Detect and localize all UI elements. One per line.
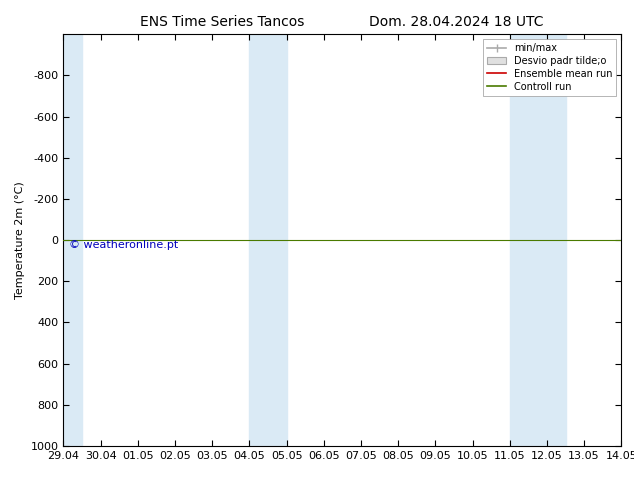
Bar	[510, 34, 566, 446]
Y-axis label: Temperature 2m (°C): Temperature 2m (°C)	[15, 181, 25, 299]
Bar	[63, 34, 82, 446]
Text: Dom. 28.04.2024 18 UTC: Dom. 28.04.2024 18 UTC	[369, 15, 544, 29]
Text: © weatheronline.pt: © weatheronline.pt	[69, 240, 178, 250]
Text: ENS Time Series Tancos: ENS Time Series Tancos	[139, 15, 304, 29]
Bar	[249, 34, 287, 446]
Legend: min/max, Desvio padr tilde;o, Ensemble mean run, Controll run: min/max, Desvio padr tilde;o, Ensemble m…	[483, 39, 616, 96]
